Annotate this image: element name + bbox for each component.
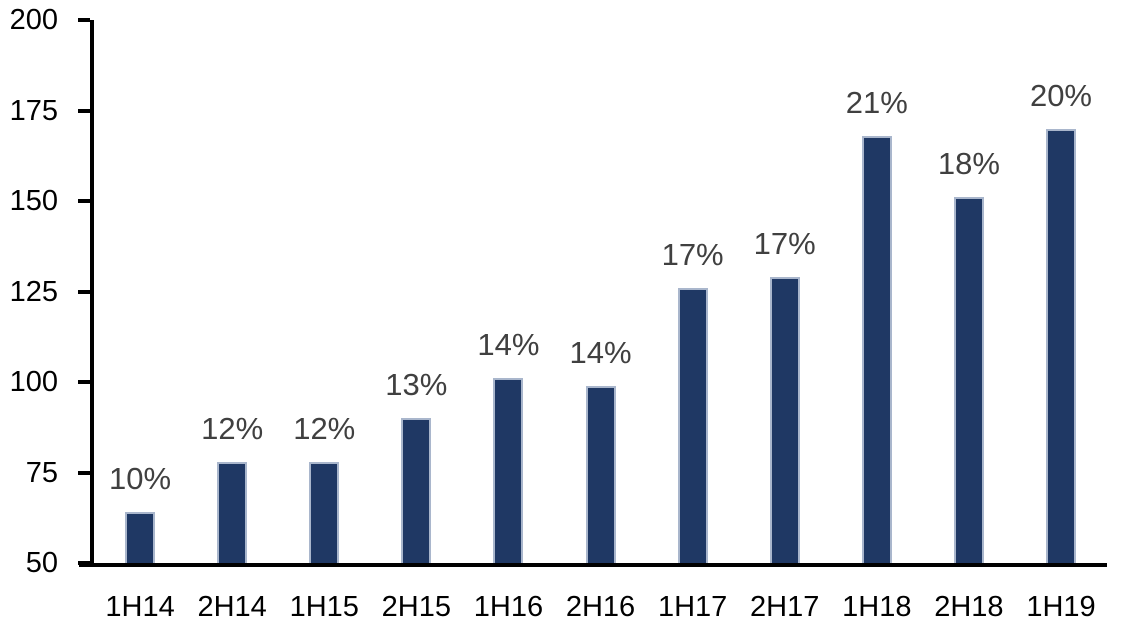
bar-value-label: 10% [109,461,172,497]
bar [125,512,156,563]
bar-slot: 17% [647,20,739,563]
bar-slot: 10% [94,20,186,563]
y-axis-tick [78,108,90,113]
x-axis-label: 1H19 [1026,591,1096,623]
y-axis-label: 75 [25,456,58,489]
y-axis-tick [78,380,90,384]
bar [1045,128,1076,563]
x-axis-label: 1H14 [105,591,175,623]
bar-slot: 12% [186,20,278,563]
bar [401,418,432,563]
y-axis-label: 100 [9,366,58,398]
y-axis-tick [78,199,90,203]
bar [953,197,984,563]
bar [217,461,248,563]
y-axis-label: 200 [9,4,58,36]
bar-value-label: 17% [661,236,724,272]
bar-slot: 21% [831,20,923,563]
x-axis-label: 2H16 [565,591,636,623]
bar [309,461,340,563]
plot-area: 10% 12% 12% 13% 14% 14% 17% 17% 21% 18% 20% [94,20,1107,563]
bar-value-label: 20% [1029,77,1092,113]
bar-slot: 17% [739,20,831,563]
x-axis-label: 1H17 [657,591,728,623]
x-axis-label: 2H14 [197,591,267,623]
bar-value-label: 13% [385,367,448,403]
bar-slot: 14% [554,20,646,563]
x-axis: 1H14 2H14 1H15 2H15 1H16 2H16 1H17 2H17 1H18 2H18… [94,591,1107,623]
x-axis-label: 2H17 [750,591,820,623]
y-axis-line [90,20,94,567]
bar-value-label: 21% [845,84,908,120]
bar-slot: 20% [1015,20,1107,563]
bar-value-label: 14% [569,334,632,370]
x-axis-label: 1H18 [842,591,912,623]
bar [861,135,892,563]
bar-value-label: 14% [477,327,540,363]
x-axis-label: 2H18 [934,591,1004,623]
x-axis-label: 2H15 [381,591,451,623]
y-axis-label: 50 [25,547,58,579]
y-axis-tick [78,289,90,294]
bar-slot: 18% [923,20,1015,563]
bar-slot: 12% [278,20,370,563]
y-axis-tick [78,470,90,475]
y-axis-label: 175 [9,94,58,127]
bar [585,385,616,563]
x-axis-label: 1H16 [473,591,544,623]
bar-value-label: 12% [293,410,356,446]
bar [493,378,524,563]
bar-slot: 14% [462,20,554,563]
x-axis-label: 1H15 [289,591,359,623]
y-axis-tick [78,18,90,22]
y-axis-label: 150 [9,185,58,217]
x-axis-line [79,563,1107,567]
bar [677,287,708,563]
bar-value-label: 18% [937,146,1000,182]
bar-value-label: 17% [753,226,816,262]
bar-slot: 13% [370,20,462,563]
y-axis-label: 125 [9,275,58,308]
bar-value-label: 12% [201,410,264,446]
y-axis-tick [78,561,90,565]
bar [769,277,800,563]
